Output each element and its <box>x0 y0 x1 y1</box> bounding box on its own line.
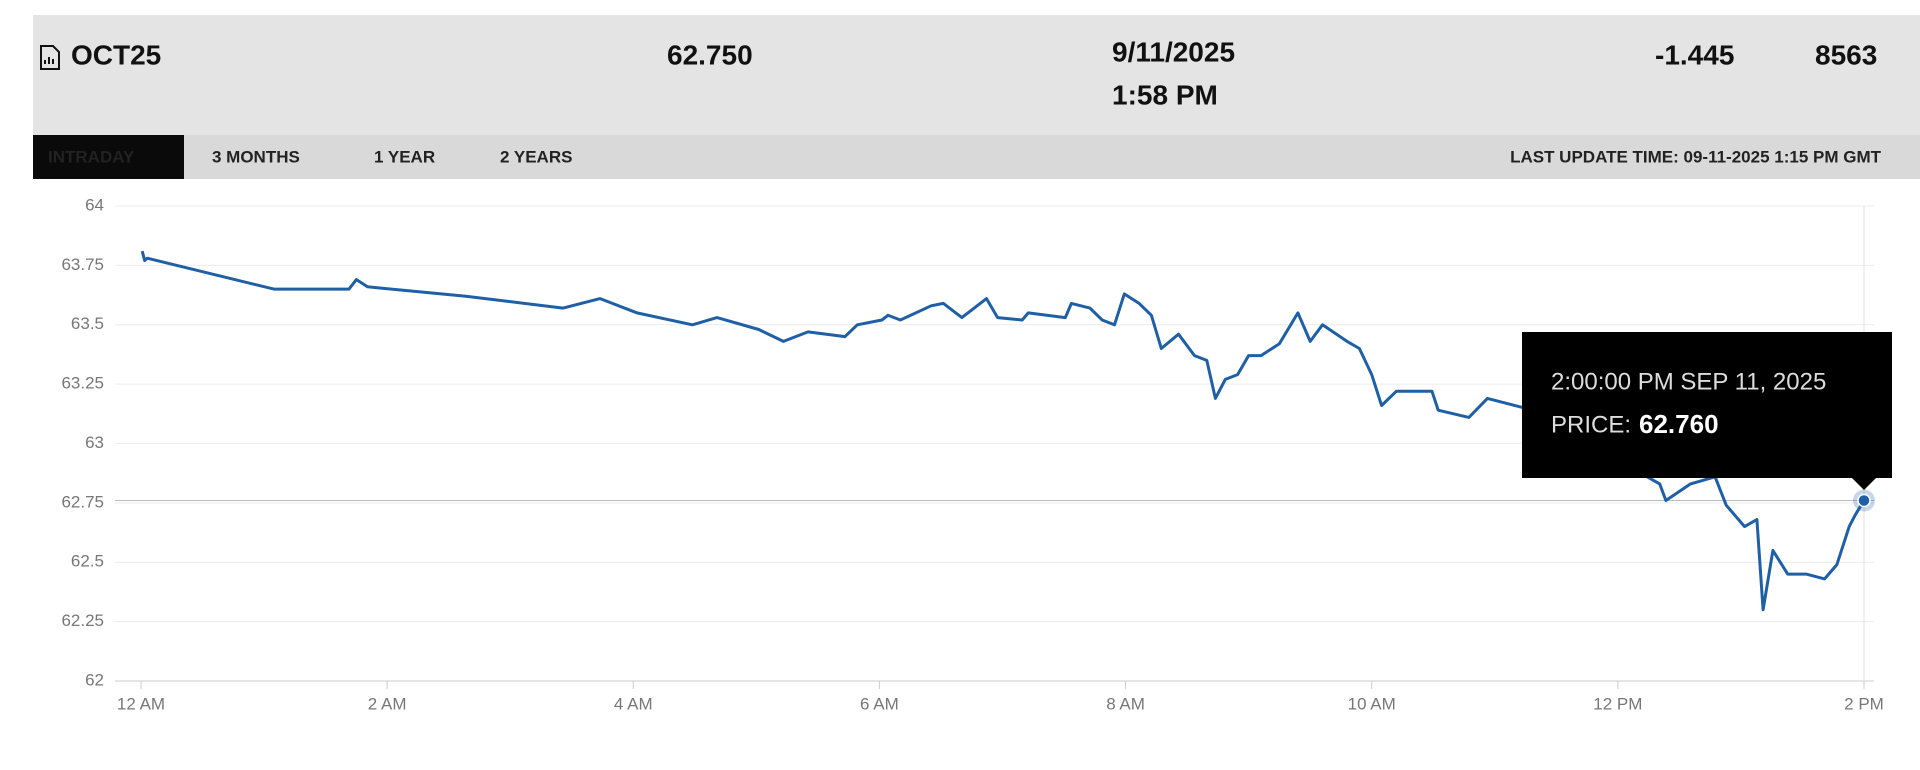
x-tick-label: 10 AM <box>1348 694 1396 713</box>
y-tick-label: 63.25 <box>61 374 104 393</box>
date: 9/11/2025 <box>1112 36 1235 67</box>
x-tick-label: 8 AM <box>1106 694 1145 713</box>
tab-bar <box>33 135 1920 179</box>
tooltip-time: 2:00:00 PM SEP 11, 2025 <box>1551 368 1826 395</box>
price: 62.750 <box>667 39 753 70</box>
tooltip-box <box>1522 332 1892 478</box>
hover-point <box>1857 493 1871 508</box>
tooltip-arrow <box>1852 478 1876 490</box>
last-update: LAST UPDATE TIME: 09-11-2025 1:15 PM GMT <box>1510 147 1882 166</box>
x-tick-label: 2 AM <box>368 694 407 713</box>
symbol: OCT25 <box>71 39 161 70</box>
tab[interactable]: INTRADAY <box>48 147 135 166</box>
tab[interactable]: 2 YEARS <box>500 147 572 166</box>
price-line <box>140 250 1866 612</box>
y-tick-label: 63 <box>85 433 104 452</box>
x-tick-label: 12 AM <box>117 694 165 713</box>
tab[interactable]: 3 MONTHS <box>212 147 300 166</box>
time: 1:58 PM <box>1112 79 1218 110</box>
y-tick-label: 64 <box>85 195 104 214</box>
tooltip-label: PRICE: <box>1551 411 1631 438</box>
y-tick-label: 62.75 <box>61 492 104 511</box>
active-tab <box>33 135 184 179</box>
y-tick-label: 63.75 <box>61 255 104 274</box>
y-tick-label: 63.5 <box>71 314 104 333</box>
y-tick-label: 62.25 <box>61 611 104 630</box>
tooltip-value: 62.760 <box>1639 409 1719 439</box>
x-tick-label: 6 AM <box>860 694 899 713</box>
header-band <box>33 15 1920 135</box>
tab[interactable]: 1 YEAR <box>374 147 435 166</box>
file-icon <box>40 45 60 70</box>
x-tick-label: 12 PM <box>1593 694 1642 713</box>
change: -1.445 <box>1655 39 1734 70</box>
x-tick-label: 2 PM <box>1844 694 1884 713</box>
x-tick-label: 4 AM <box>614 694 653 713</box>
volume: 8563 <box>1815 39 1877 70</box>
y-tick-label: 62.5 <box>71 552 104 571</box>
y-tick-label: 62 <box>85 670 104 689</box>
